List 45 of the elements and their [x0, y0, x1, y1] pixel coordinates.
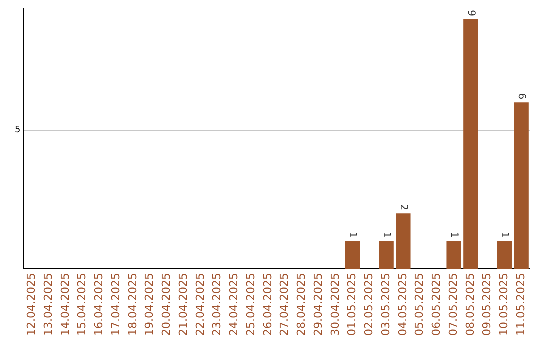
- data-label: 9: [465, 10, 476, 16]
- x-tick-label: 22.04.2025: [194, 273, 207, 336]
- x-tick-label: 24.04.2025: [228, 273, 241, 336]
- bar: [345, 241, 360, 270]
- data-label: 1: [499, 232, 510, 238]
- x-tick-label: 20.04.2025: [160, 273, 174, 336]
- bar: [464, 19, 478, 270]
- x-tick-label: 08.05.2025: [464, 273, 477, 336]
- x-tick-label: 18.04.2025: [126, 273, 140, 336]
- x-tick-label: 27.04.2025: [278, 273, 292, 336]
- x-tick-label: 12.04.2025: [25, 273, 38, 336]
- x-tick-label: 07.05.2025: [446, 273, 460, 336]
- bar: [446, 241, 462, 270]
- data-label: 2: [398, 204, 409, 211]
- data-label: 6: [516, 93, 527, 100]
- x-tick-label: 11.05.2025: [514, 273, 528, 336]
- x-tick-label: 05.05.2025: [413, 273, 426, 336]
- x-tick-label: 02.05.2025: [362, 273, 376, 336]
- x-tick-label: 26.04.2025: [261, 273, 274, 336]
- x-tick-label: 30.04.2025: [328, 273, 342, 336]
- x-tick-label: 03.05.2025: [379, 273, 392, 336]
- x-tick-label: 06.05.2025: [430, 273, 444, 336]
- bar: [396, 214, 411, 270]
- data-label: 1: [347, 232, 358, 238]
- x-tick-label: 09.05.2025: [480, 273, 494, 336]
- x-tick-label: 01.05.2025: [346, 273, 359, 336]
- x-tick-label: 04.05.2025: [396, 273, 410, 336]
- y-tick-label: 5: [14, 126, 21, 136]
- x-tick-label: 15.04.2025: [76, 273, 89, 336]
- bar: [497, 241, 512, 270]
- bar: [379, 241, 394, 270]
- data-label: 1: [380, 232, 392, 238]
- x-tick-label: 23.04.2025: [210, 273, 224, 336]
- x-tick-label: 28.04.2025: [295, 273, 308, 336]
- x-tick-label: 10.05.2025: [498, 273, 511, 336]
- bar: [514, 102, 529, 270]
- x-tick-label: 14.04.2025: [58, 273, 72, 336]
- x-tick-label: 16.04.2025: [92, 273, 106, 336]
- data-label: 1: [448, 232, 460, 238]
- x-tick-label: 21.04.2025: [176, 273, 190, 336]
- x-tick-label: 13.04.2025: [42, 273, 55, 336]
- x-tick-label: 19.04.2025: [143, 273, 156, 336]
- x-tick-label: 25.04.2025: [244, 273, 258, 336]
- x-tick-label: 17.04.2025: [109, 273, 122, 336]
- x-tick-label: 29.04.2025: [312, 273, 325, 336]
